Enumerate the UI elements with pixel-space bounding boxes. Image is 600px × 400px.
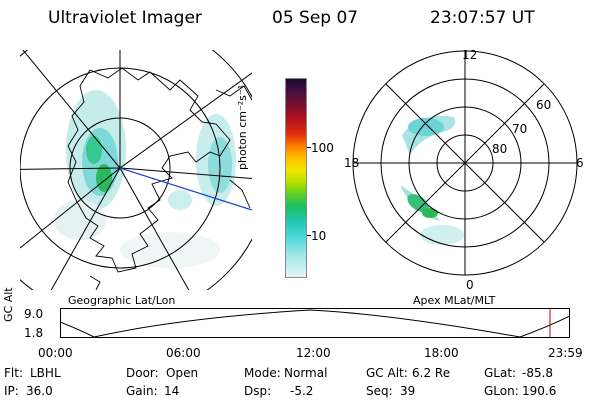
time-label: 23:07:57 UT bbox=[430, 8, 535, 28]
mlt-label-12: 12 bbox=[462, 48, 478, 62]
geo-caption: Geographic Lat/Lon bbox=[68, 294, 176, 307]
alt-axis-label: GC Alt bbox=[2, 287, 15, 322]
filter-label: Flt: bbox=[4, 366, 23, 380]
seq-label: Seq: bbox=[366, 384, 393, 398]
glon-value: 190.6 bbox=[522, 384, 557, 398]
glat-value: -85.8 bbox=[522, 366, 554, 380]
dsp-label: Dsp: bbox=[244, 384, 272, 398]
seq-value: 39 bbox=[400, 384, 416, 398]
mode-value: Normal bbox=[284, 366, 328, 380]
orbit-track-line bbox=[119, 167, 252, 211]
filter-value: LBHL bbox=[30, 366, 61, 380]
mlt-label-18: 18 bbox=[344, 156, 360, 170]
colorbar-unit-label: photon cm⁻²s⁻¹ bbox=[236, 84, 249, 170]
time-tick-1800: 18:00 bbox=[424, 346, 459, 360]
glat-label: GLat: bbox=[484, 366, 517, 380]
mode-label: Mode: bbox=[244, 366, 281, 380]
dsp-value: -5.2 bbox=[290, 384, 314, 398]
gc-alt-label: GC Alt: bbox=[366, 366, 408, 380]
door-value: Open bbox=[166, 366, 199, 380]
mlat-label-70: 70 bbox=[512, 122, 528, 136]
mlat-label-80: 80 bbox=[492, 142, 508, 156]
alt-tick-1-8: 1.8 bbox=[24, 326, 44, 340]
altitude-timeline-plot bbox=[60, 308, 570, 338]
date-label: 05 Sep 07 bbox=[272, 8, 359, 28]
gain-label: Gain: bbox=[126, 384, 158, 398]
time-tick-1200: 12:00 bbox=[296, 346, 331, 360]
door-label: Door: bbox=[126, 366, 159, 380]
instrument-title: Ultraviolet Imager bbox=[48, 8, 202, 28]
mlt-label-6: 6 bbox=[576, 156, 584, 170]
gain-value: 14 bbox=[164, 384, 180, 398]
mlat-label-60: 60 bbox=[536, 98, 552, 112]
time-tick-0600: 06:00 bbox=[166, 346, 201, 360]
apex-caption: Apex MLat/MLT bbox=[413, 294, 496, 307]
time-tick-2359: 23:59 bbox=[548, 346, 583, 360]
ip-label: IP: bbox=[4, 384, 19, 398]
gc-alt-value: 6.2 Re bbox=[412, 366, 451, 380]
colorbar-tick-10: 10 bbox=[311, 229, 327, 243]
ip-value: 36.0 bbox=[26, 384, 53, 398]
apex-mlat-mlt-panel bbox=[352, 50, 578, 276]
alt-tick-9: 9.0 bbox=[24, 307, 44, 321]
colorbar-tick-100: 100 bbox=[311, 141, 334, 155]
geographic-map-panel bbox=[20, 50, 252, 290]
time-tick-0000: 00:00 bbox=[38, 346, 73, 360]
aurora-emission-apex bbox=[400, 115, 464, 245]
glon-label: GLon: bbox=[484, 384, 519, 398]
intensity-colorbar bbox=[285, 78, 307, 278]
mlt-label-0: 0 bbox=[466, 278, 474, 292]
